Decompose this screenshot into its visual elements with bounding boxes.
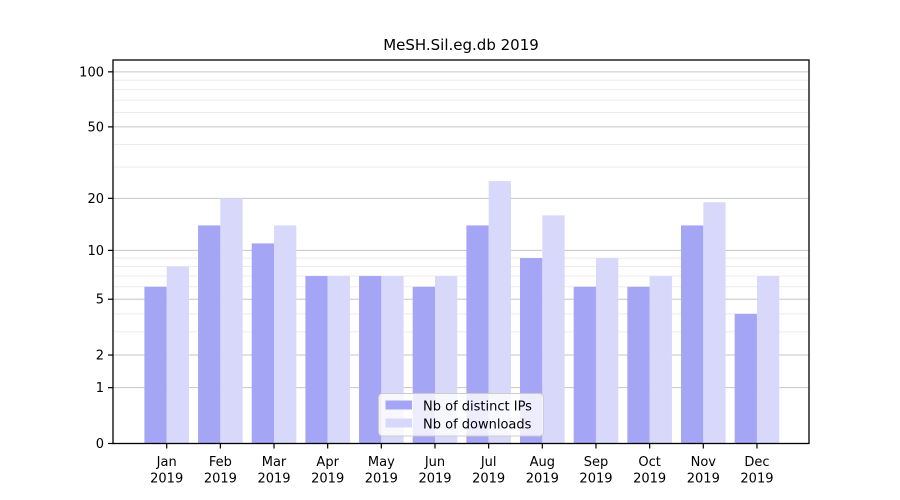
legend-swatch-downloads	[385, 418, 412, 428]
x-tick-label-month: Jul	[480, 455, 497, 470]
bar-downloads	[166, 266, 189, 444]
x-tick-label-month: Oct	[638, 455, 660, 470]
x-tick-label-year: 2019	[204, 472, 237, 487]
bar-downloads	[542, 215, 565, 444]
bar-distinct-ips	[734, 313, 757, 444]
y-tick-label: 10	[87, 244, 104, 259]
bar-distinct-ips	[359, 276, 382, 444]
x-tick-label-year: 2019	[526, 472, 559, 487]
y-tick-label: 20	[87, 192, 104, 207]
x-tick-label-year: 2019	[150, 472, 183, 487]
x-tick-label-month: Apr	[316, 455, 339, 470]
bar-downloads	[274, 225, 297, 444]
y-tick-label: 5	[96, 293, 104, 308]
bar-downloads	[649, 276, 672, 444]
x-tick-label-month: Nov	[691, 455, 717, 470]
x-tick-label-month: Mar	[262, 455, 287, 470]
x-tick-label-year: 2019	[579, 472, 612, 487]
bar-downloads	[595, 258, 619, 444]
bar-downloads	[703, 202, 726, 444]
bar-distinct-ips	[198, 225, 221, 444]
bar-distinct-ips	[251, 243, 275, 444]
y-tick-label: 0	[96, 437, 104, 452]
bar-downloads	[756, 276, 780, 444]
legend-label-downloads: Nb of downloads	[423, 418, 532, 433]
bar-distinct-ips	[573, 286, 596, 444]
x-tick-label-month: Feb	[209, 455, 232, 470]
plot-border	[112, 59, 810, 445]
bar-distinct-ips	[466, 225, 489, 444]
x-tick-label-year: 2019	[311, 472, 344, 487]
x-tick-label-year: 2019	[257, 472, 290, 487]
x-tick-label-year: 2019	[365, 472, 398, 487]
bar-distinct-ips	[627, 286, 650, 444]
x-tick-label-year: 2019	[740, 472, 773, 487]
bar-downloads	[327, 276, 350, 444]
legend-swatch-distinct-ips	[385, 400, 412, 410]
x-tick-label-month: Aug	[530, 455, 555, 470]
x-tick-label-month: Jan	[156, 455, 177, 470]
x-tick-label-year: 2019	[687, 472, 720, 487]
bar-downloads	[220, 198, 243, 444]
x-tick-label-year: 2019	[472, 472, 505, 487]
bar-distinct-ips	[305, 276, 328, 444]
legend: Nb of distinct IPs Nb of downloads	[378, 393, 544, 437]
x-tick-label-month: Dec	[744, 455, 769, 470]
x-tick-label-month: May	[368, 455, 395, 470]
bar-distinct-ips	[144, 286, 167, 444]
y-tick-label: 50	[87, 120, 104, 135]
legend-label-distinct-ips: Nb of distinct IPs	[423, 400, 532, 415]
x-tick-label-year: 2019	[633, 472, 666, 487]
x-tick-label-month: Jun	[424, 455, 445, 470]
bar-distinct-ips	[681, 225, 704, 444]
y-tick-label: 2	[96, 349, 104, 364]
axes-layer: 0 1 2 5 10 20 50 100 Jan 2019 Feb 2019 Mar 2019 Apr 201…	[79, 65, 773, 486]
x-tick-label-year: 2019	[418, 472, 451, 487]
y-tick-label: 1	[96, 381, 104, 396]
x-tick-label-month: Sep	[584, 455, 609, 470]
legend-box	[378, 393, 544, 437]
y-tick-label: 100	[79, 65, 104, 80]
chart-title: MeSH.Sil.eg.db 2019	[383, 36, 539, 54]
bar-downloads	[488, 181, 511, 444]
